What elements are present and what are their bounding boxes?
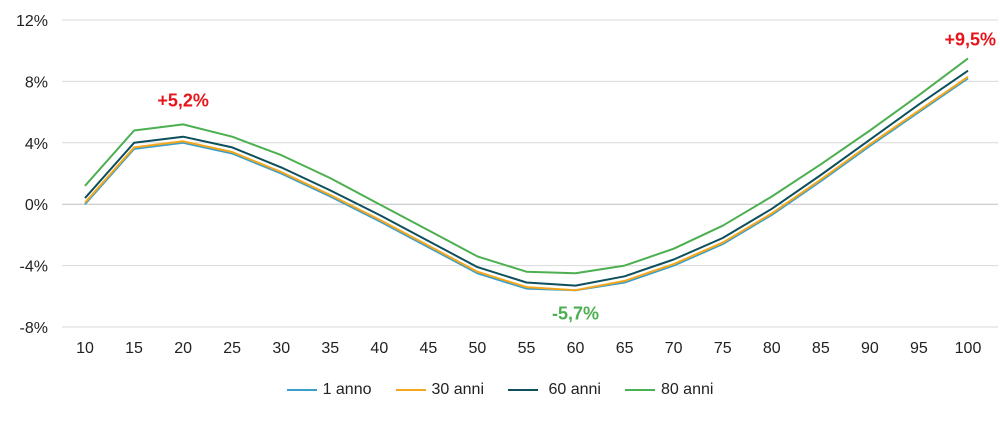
- line-chart: -8% -4% 0% 4% 8% 12% 10 15 20 25 30 35 40 45 50 55 60 65…: [16, 13, 998, 357]
- y-tick-label: 0%: [25, 197, 48, 214]
- annotation-label: +5,2%: [157, 90, 209, 110]
- legend-item: 80 anni: [624, 381, 714, 399]
- series-line-3: [84, 69, 969, 287]
- legend-item: 60 anni: [508, 381, 601, 399]
- x-tick-label: 70: [665, 340, 683, 357]
- x-tick-label: 60: [567, 340, 585, 357]
- legend-item: 30 anni: [395, 381, 485, 399]
- x-tick-label: 50: [469, 340, 487, 357]
- x-tick-label: 40: [370, 340, 388, 357]
- series-line-4: [84, 57, 969, 275]
- annotation-label: +9,5%: [944, 29, 996, 49]
- x-tick-label: 35: [321, 340, 339, 357]
- y-axis-ticks: -8% -4% 0% 4% 8% 12%: [16, 13, 48, 337]
- y-tick-label: 8%: [25, 74, 48, 91]
- x-tick-label: 15: [125, 340, 143, 357]
- x-tick-label: 85: [812, 340, 830, 357]
- y-tick-label: 12%: [16, 13, 48, 30]
- x-tick-label: 100: [955, 340, 982, 357]
- legend-swatch: [508, 389, 538, 391]
- legend-item: 1 anno: [286, 381, 372, 399]
- legend-swatch: [286, 389, 317, 391]
- x-tick-label: 30: [272, 340, 290, 357]
- y-tick-label: -8%: [20, 320, 48, 337]
- legend-label: 60 anni: [544, 381, 601, 398]
- x-axis-ticks: 10 15 20 25 30 35 40 45 50 55 60 65 70 75 80 85 90 95 100: [76, 340, 981, 357]
- legend-label: 80 anni: [660, 381, 714, 398]
- x-tick-label: 65: [616, 340, 634, 357]
- legend-label: 1 anno: [322, 381, 372, 398]
- legend-swatch: [395, 389, 426, 391]
- series-lines: [84, 57, 969, 292]
- annotations: +5,2% -5,7% +9,5%: [157, 29, 996, 323]
- x-tick-label: 10: [76, 340, 94, 357]
- series-line-1: [84, 77, 969, 292]
- x-tick-label: 80: [763, 340, 781, 357]
- x-tick-label: 95: [910, 340, 928, 357]
- x-tick-label: 45: [419, 340, 437, 357]
- series-line-2: [84, 75, 969, 292]
- x-tick-label: 20: [174, 340, 192, 357]
- annotation-label: -5,7%: [552, 304, 599, 324]
- x-tick-label: 75: [714, 340, 732, 357]
- legend-label: 30 anni: [431, 381, 485, 398]
- legend-swatch: [624, 389, 655, 391]
- x-tick-label: 25: [223, 340, 241, 357]
- gridlines: [62, 19, 998, 328]
- x-tick-label: 90: [861, 340, 879, 357]
- legend: 1 anno 30 anni 60 anni 80 anni: [0, 378, 1000, 402]
- y-tick-label: 4%: [25, 136, 48, 153]
- y-tick-label: -4%: [20, 259, 48, 276]
- x-tick-label: 55: [518, 340, 536, 357]
